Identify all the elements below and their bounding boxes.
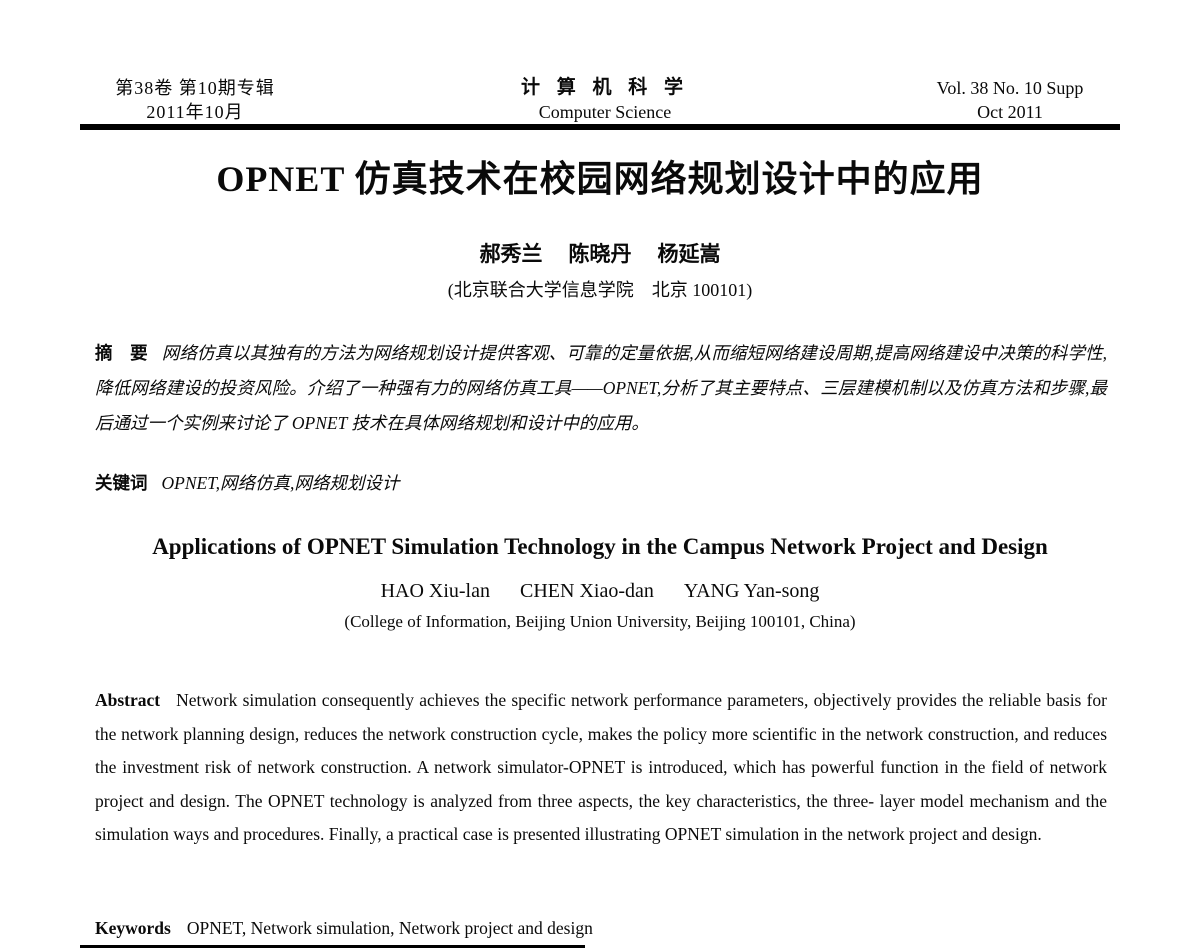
volume-issue-line: 第38卷 第10期专辑 (115, 78, 275, 98)
volume-issue-line-en: Vol. 38 No. 10 Supp (936, 78, 1084, 98)
journal-volume-issue-en: Vol. 38 No. 10 Supp Oct 2011 (900, 76, 1120, 124)
header-rule (80, 124, 1120, 130)
abstract-text-en: Network simulation consequently achieves… (95, 690, 1107, 844)
keywords-label-en: Keywords (95, 918, 171, 938)
abstract-zh: 摘 要网络仿真以其独有的方法为网络规划设计提供客观、可靠的定量依据,从而缩短网络… (95, 336, 1107, 441)
affiliation-zh: (北京联合大学信息学院 北京 100101) (447, 280, 753, 300)
paper-title-zh: OPNET 仿真技术在校园网络规划设计中的应用 (216, 159, 984, 199)
affiliation-en: (College of Information, Beijing Union U… (344, 612, 856, 631)
footnote-rule (80, 945, 585, 948)
author-zh-3: 杨延嵩 (657, 242, 721, 266)
author-en-3: YANG Yan-song (683, 580, 820, 602)
journal-name-zh: 计 算 机 科 学 (520, 77, 689, 98)
keywords-en: Keywords OPNET, Network simulation, Netwo… (95, 918, 1107, 939)
author-zh-2: 陈晓丹 (568, 242, 632, 266)
abstract-label-zh: 摘 要 (95, 343, 148, 363)
journal-header: 第38卷 第10期专辑 2011年10月 计 算 机 科 学 Computer … (80, 76, 1120, 124)
keywords-label-zh: 关键词 (95, 473, 148, 493)
keywords-text-zh: OPNET,网络仿真,网络规划设计 (161, 473, 400, 493)
keywords-text-en: OPNET, Network simulation, Network proje… (186, 918, 593, 938)
author-en-2: CHEN Xiao-dan (520, 580, 654, 602)
issue-date-line-en: Oct 2011 (977, 102, 1043, 122)
journal-volume-issue: 第38卷 第10期专辑 2011年10月 (80, 76, 310, 124)
abstract-label-en: Abstract (95, 690, 161, 710)
journal-name-en: Computer Science (538, 102, 672, 122)
authors-zh: 郝秀兰 陈晓丹 杨延嵩 (0, 238, 1200, 268)
keywords-zh: 关键词 OPNET,网络仿真,网络规划设计 (95, 470, 1107, 495)
journal-name: 计 算 机 科 学 Computer Science (495, 76, 715, 124)
author-zh-1: 郝秀兰 (479, 242, 543, 266)
abstract-en: Abstract Network simulation consequently … (95, 684, 1107, 852)
author-en-1: HAO Xiu-lan (380, 580, 490, 602)
abstract-text-zh: 网络仿真以其独有的方法为网络规划设计提供客观、可靠的定量依据,从而缩短网络建设周… (95, 343, 1108, 433)
paper-title-en: Applications of OPNET Simulation Technol… (152, 534, 1048, 559)
issue-date-line-zh: 2011年10月 (146, 102, 244, 122)
authors-en: HAO Xiu-lan CHEN Xiao-dan YANG Yan-song (0, 580, 1200, 603)
